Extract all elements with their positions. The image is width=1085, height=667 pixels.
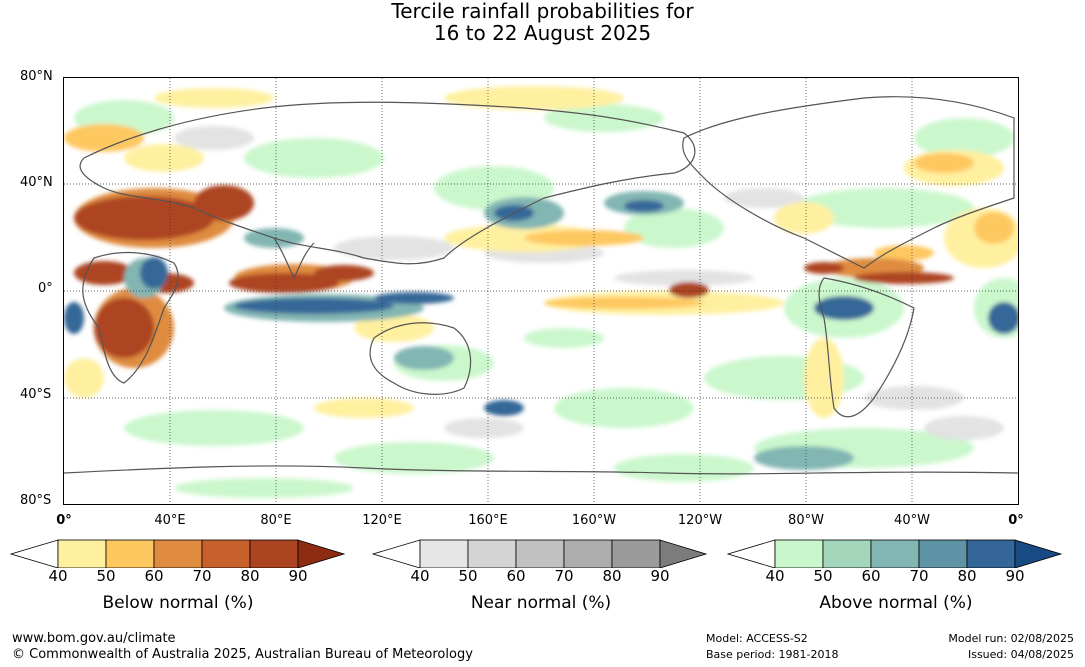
lon-label-120e: 120°E (362, 513, 402, 528)
legend-above-title: Above normal (%) (819, 593, 973, 613)
lon-label-0-left: 0° (56, 513, 72, 528)
map-canvas (64, 78, 1018, 504)
coastlines (64, 96, 1018, 475)
footer-issued: Issued: 04/08/2025 (967, 648, 1074, 661)
colorbar-swatch (822, 539, 872, 568)
tick: 70 (554, 567, 574, 585)
colorbar-swatch (419, 539, 469, 568)
legend-below-normal (10, 538, 350, 568)
colorbar-swatch (57, 539, 107, 568)
footer-model-run: Model run: 02/08/2025 (948, 632, 1074, 645)
lon-label-80e: 80°E (260, 513, 292, 528)
colorbar-low-end (372, 539, 421, 568)
footer-base-period: Base period: 1981-2018 (706, 648, 839, 661)
lat-label-80n: 80°N (20, 69, 53, 84)
tick: 60 (144, 567, 164, 585)
tick: 40 (48, 567, 68, 585)
colorbar-swatch (105, 539, 155, 568)
colorbar-high-end (1014, 539, 1063, 568)
lon-label-0-right: 0° (1008, 513, 1024, 528)
lon-label-40w: 40°W (894, 513, 930, 528)
colorbar-swatch (611, 539, 661, 568)
colorbar-high-end (297, 539, 346, 568)
title-line-2: 16 to 22 August 2025 (433, 21, 652, 45)
tick: 80 (957, 567, 977, 585)
tick: 70 (909, 567, 929, 585)
graticule (64, 78, 1018, 504)
footer-model: Model: ACCESS-S2 (706, 632, 808, 645)
colorbar-swatch (966, 539, 1016, 568)
tick: 90 (288, 567, 308, 585)
lat-label-0: 0° (38, 281, 53, 296)
colorbar-below (10, 539, 346, 568)
colorbar-near (372, 539, 708, 568)
legend-near-title: Near normal (%) (470, 593, 612, 613)
lon-label-120w: 120°W (677, 513, 723, 528)
tick: 70 (192, 567, 212, 585)
colorbar-above (727, 539, 1063, 568)
colorbar-low-end (10, 539, 59, 568)
tick: 90 (650, 567, 670, 585)
colorbar-swatch (515, 539, 565, 568)
lon-label-40e: 40°E (154, 513, 186, 528)
lat-label-40n: 40°N (20, 175, 53, 190)
tick: 90 (1005, 567, 1025, 585)
tick: 60 (861, 567, 881, 585)
colorbar-swatch (918, 539, 968, 568)
rainfall-probability-map (63, 77, 1019, 505)
legend-near-normal (372, 538, 712, 568)
lon-label-80w: 80°W (788, 513, 824, 528)
legend-above-normal (727, 538, 1067, 568)
colorbar-low-end (727, 539, 776, 568)
footer-copyright: © Commonwealth of Australia 2025, Austra… (12, 647, 473, 662)
tick: 80 (240, 567, 260, 585)
lon-label-160w: 160°W (571, 513, 617, 528)
tick: 40 (410, 567, 430, 585)
colorbar-swatch (563, 539, 613, 568)
title-line-1: Tercile rainfall probabilities for (391, 0, 694, 23)
lat-label-80s: 80°S (20, 493, 52, 508)
probability-field (64, 86, 1018, 498)
tick: 60 (506, 567, 526, 585)
colorbar-swatch (153, 539, 203, 568)
colorbar-swatch (870, 539, 920, 568)
colorbar-high-end (659, 539, 708, 568)
tick: 50 (458, 567, 478, 585)
map-title: Tercile rainfall probabilities for 16 to… (0, 0, 1085, 44)
legend-below-title: Below normal (%) (102, 593, 254, 613)
tick: 40 (765, 567, 785, 585)
colorbar-swatch (201, 539, 251, 568)
lat-label-40s: 40°S (20, 387, 52, 402)
tick: 50 (96, 567, 116, 585)
tick: 50 (813, 567, 833, 585)
footer-website: www.bom.gov.au/climate (12, 631, 176, 646)
colorbar-swatch (249, 539, 299, 568)
lon-label-160e: 160°E (468, 513, 508, 528)
colorbar-swatch (774, 539, 824, 568)
tick: 80 (602, 567, 622, 585)
colorbar-swatch (467, 539, 517, 568)
